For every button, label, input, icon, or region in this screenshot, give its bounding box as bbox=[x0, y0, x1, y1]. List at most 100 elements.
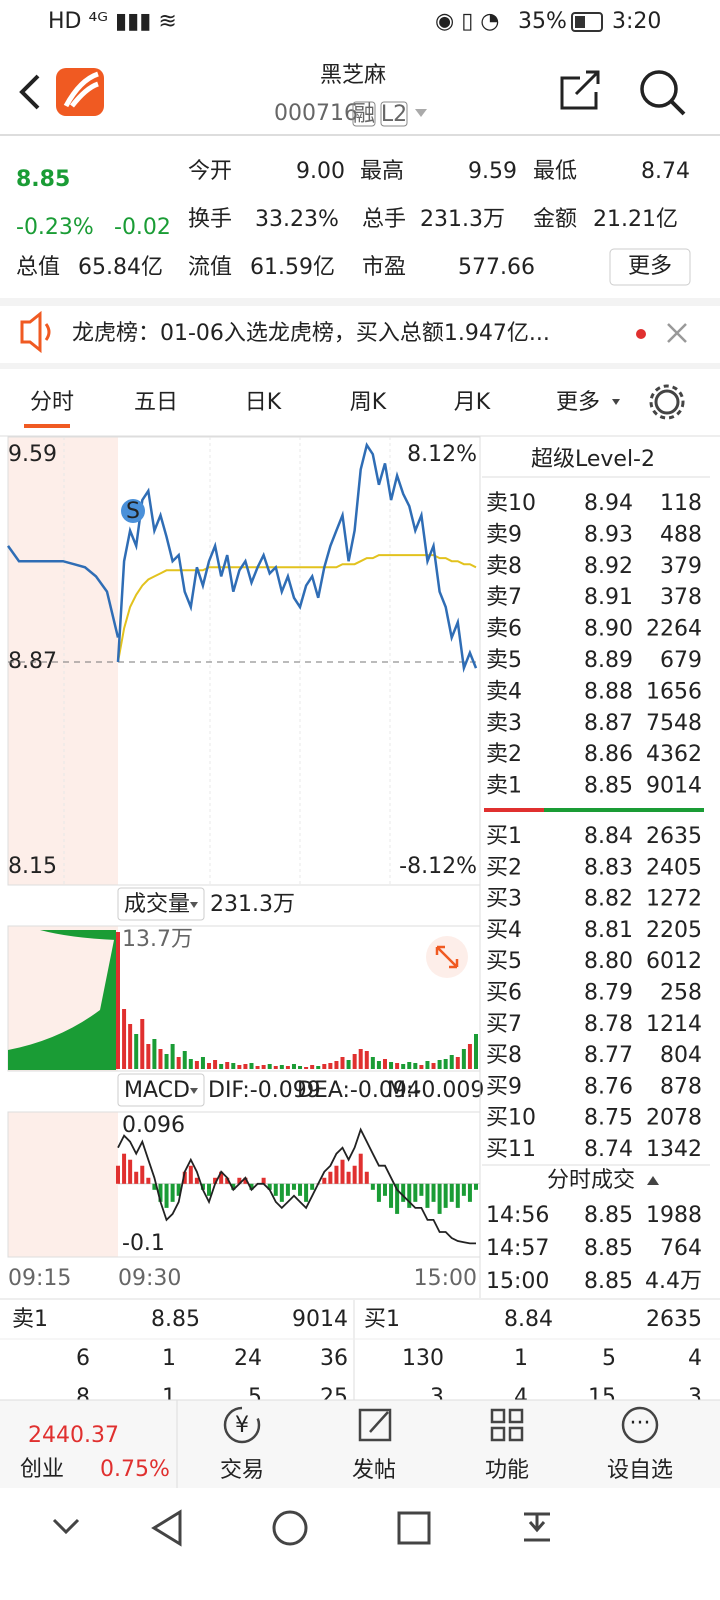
book-price: 8.74 bbox=[584, 1137, 633, 1162]
macd-bar bbox=[267, 1183, 272, 1190]
toolbar-item[interactable]: 功能 bbox=[485, 1458, 529, 1483]
nav-back[interactable] bbox=[151, 1509, 182, 1547]
macd-bar bbox=[194, 1177, 199, 1184]
back-button[interactable] bbox=[19, 74, 40, 110]
volume-title[interactable]: 成交量 bbox=[124, 892, 190, 917]
volume-bar bbox=[474, 1034, 478, 1069]
tab[interactable]: 更多 bbox=[556, 390, 600, 415]
macd-bar bbox=[346, 1171, 351, 1184]
signal-marker-glyph: S bbox=[126, 499, 140, 524]
book-price: 8.92 bbox=[584, 554, 633, 579]
tab[interactable]: 五日 bbox=[134, 390, 178, 415]
nav-recent[interactable] bbox=[397, 1511, 431, 1545]
depth-cell: 4 bbox=[514, 1385, 528, 1410]
book-volume: 488 bbox=[660, 522, 702, 547]
tag-box bbox=[352, 101, 376, 127]
volume-bar bbox=[346, 1060, 351, 1069]
book-volume: 1214 bbox=[646, 1012, 702, 1037]
settings-button[interactable] bbox=[654, 389, 680, 415]
macd-bar bbox=[322, 1177, 327, 1184]
macd-bar bbox=[188, 1165, 193, 1184]
time-label: 09:30 bbox=[118, 1266, 181, 1291]
depth-cell: 6 bbox=[76, 1346, 90, 1371]
book-volume: 378 bbox=[660, 585, 702, 610]
volume-max: 13.7万 bbox=[122, 927, 193, 952]
index-value[interactable]: 2440.37 bbox=[28, 1423, 119, 1448]
macd-bar bbox=[261, 1177, 266, 1184]
macd-bar bbox=[431, 1183, 436, 1202]
volume-bar bbox=[140, 1019, 145, 1069]
level2-title[interactable]: 超级Level-2 bbox=[531, 447, 655, 472]
field-label: 金额 bbox=[533, 207, 577, 232]
field-value: 33.23% bbox=[255, 207, 339, 232]
dif-line bbox=[117, 1127, 476, 1245]
index-name[interactable]: 创业 bbox=[20, 1457, 64, 1482]
more-label[interactable]: 更多 bbox=[628, 254, 672, 279]
field-value: 9.00 bbox=[296, 159, 345, 184]
nav-notify[interactable] bbox=[524, 1512, 550, 1542]
premarket-area bbox=[8, 1112, 118, 1257]
field-value: 9.59 bbox=[468, 159, 517, 184]
macd-bar bbox=[273, 1183, 278, 1196]
book-volume: 2264 bbox=[646, 617, 702, 642]
tab[interactable]: 分时 bbox=[30, 390, 74, 415]
book-price: 8.87 bbox=[584, 711, 633, 736]
tag-box bbox=[380, 101, 408, 127]
share-button[interactable] bbox=[560, 70, 600, 110]
volume-bar bbox=[188, 1059, 193, 1069]
depth-cell: 1 bbox=[162, 1346, 176, 1371]
volume-selector[interactable] bbox=[117, 887, 205, 921]
toolbar-item[interactable]: 设自选 bbox=[607, 1458, 673, 1483]
nav-home[interactable] bbox=[272, 1510, 308, 1546]
toolbar-item[interactable]: 发帖 bbox=[352, 1458, 396, 1483]
field-label: 总值 bbox=[16, 255, 60, 280]
macd-bar bbox=[140, 1165, 145, 1184]
field-label: 最高 bbox=[360, 159, 404, 184]
depth-volume: 2635 bbox=[646, 1307, 702, 1332]
tab[interactable]: 月K bbox=[454, 390, 491, 415]
search-button[interactable] bbox=[640, 70, 678, 108]
volume-bar bbox=[382, 1059, 387, 1069]
macd-bar bbox=[298, 1183, 303, 1196]
macd-bar bbox=[382, 1183, 387, 1196]
macd-bar bbox=[219, 1171, 224, 1184]
avg-line bbox=[117, 554, 477, 663]
book-price: 8.88 bbox=[584, 679, 633, 704]
book-label: 买5 bbox=[486, 949, 522, 974]
macd-bar bbox=[328, 1171, 333, 1184]
close-notice[interactable] bbox=[667, 323, 687, 343]
volume-bar bbox=[455, 1057, 460, 1069]
nav-hide[interactable] bbox=[52, 1518, 80, 1535]
macd-bar bbox=[116, 1165, 120, 1184]
volume-bar bbox=[316, 1066, 321, 1069]
trades-title[interactable]: 分时成交 bbox=[547, 1168, 635, 1193]
depth-cell: 8 bbox=[76, 1385, 90, 1410]
more-button[interactable] bbox=[609, 248, 691, 286]
macd-bar bbox=[437, 1183, 442, 1214]
macd-bar bbox=[474, 1183, 478, 1190]
macd-title[interactable]: MACD bbox=[124, 1078, 190, 1103]
volume-bar bbox=[182, 1051, 187, 1069]
volume-bar bbox=[413, 1063, 418, 1069]
book-price: 8.93 bbox=[584, 522, 633, 547]
volume-bar bbox=[298, 1066, 303, 1069]
toolbar-item[interactable]: 交易 bbox=[220, 1458, 264, 1483]
macd-bar bbox=[443, 1183, 448, 1208]
volume-bar bbox=[213, 1060, 218, 1069]
index-pct[interactable]: 0.75% bbox=[100, 1457, 170, 1482]
dropdown[interactable] bbox=[415, 109, 427, 117]
macd-bar bbox=[225, 1177, 230, 1184]
macd-bar bbox=[134, 1171, 139, 1184]
notice[interactable]: 龙虎榜：01-06入选龙虎榜，买入总额1.947亿... bbox=[72, 321, 550, 346]
macd-bar bbox=[364, 1171, 369, 1184]
macd-bar bbox=[152, 1183, 157, 1190]
volume-total: 231.3万 bbox=[210, 892, 295, 917]
macd-bar bbox=[146, 1177, 151, 1184]
tab[interactable]: 日K bbox=[245, 390, 282, 415]
macd-selector[interactable] bbox=[117, 1073, 205, 1107]
tab[interactable]: 周K bbox=[350, 390, 387, 415]
depth-cell: 3 bbox=[430, 1385, 444, 1410]
book-price: 8.82 bbox=[584, 887, 633, 912]
volume-bar bbox=[431, 1063, 436, 1069]
macd-bar bbox=[285, 1183, 290, 1196]
